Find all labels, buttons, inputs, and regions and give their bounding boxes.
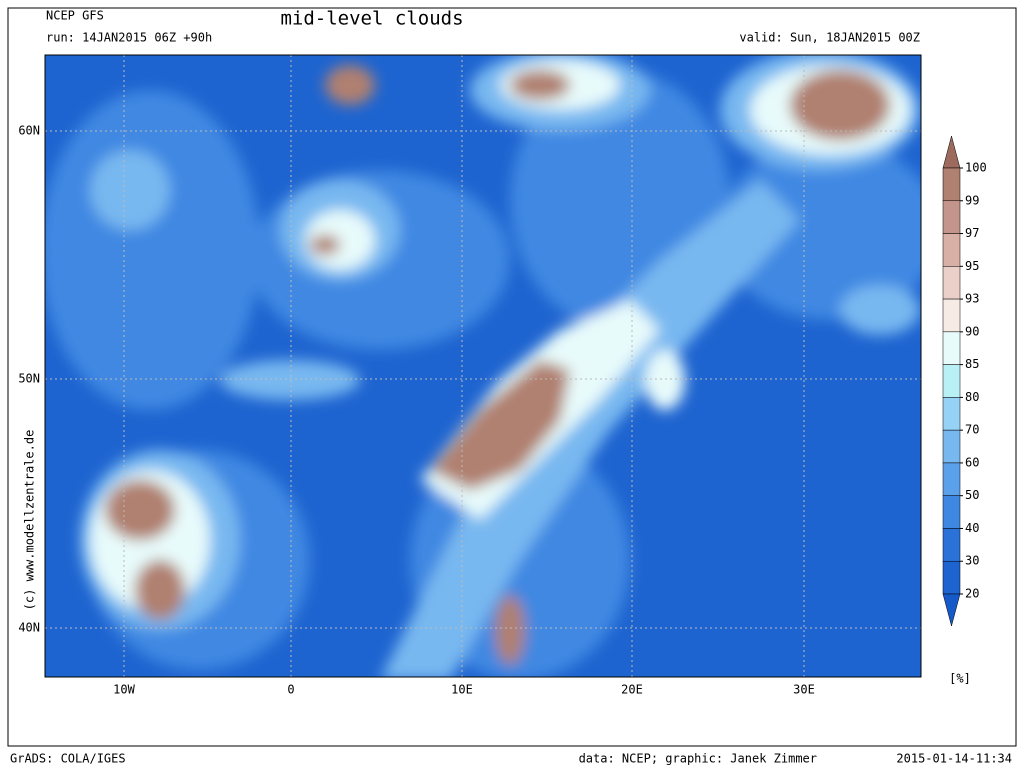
colorbar-label: 99 bbox=[965, 193, 979, 207]
colorbar-box bbox=[942, 397, 961, 431]
colorbar-label: 85 bbox=[965, 357, 979, 371]
lat-label: 60N bbox=[18, 124, 40, 138]
colorbar-cap-bottom bbox=[942, 593, 961, 627]
colorbar-box bbox=[942, 167, 961, 202]
map-field bbox=[45, 55, 921, 677]
lat-label: 40N bbox=[18, 621, 40, 635]
colorbar: 100 99 97 95 93 90 85 80 70 60 50 40 30 20 bbox=[942, 135, 987, 627]
lat-label: 50N bbox=[18, 372, 40, 386]
colorbar-box bbox=[942, 266, 961, 300]
lon-label: 30E bbox=[793, 683, 815, 697]
footer-right: 2015-01-14-11:34 bbox=[896, 752, 1012, 766]
lon-label: 20E bbox=[621, 683, 643, 697]
colorbar-label: 95 bbox=[965, 259, 979, 273]
colorbar-label: 30 bbox=[965, 554, 979, 568]
outer-frame bbox=[7, 7, 1017, 747]
run-label: run: 14JAN2015 06Z +90h bbox=[46, 31, 212, 45]
lon-label: 0 bbox=[287, 683, 294, 697]
lon-label: 10W bbox=[113, 683, 135, 697]
colorbar-box bbox=[942, 298, 961, 333]
colorbar-box bbox=[942, 364, 961, 398]
graticule bbox=[45, 55, 921, 677]
colorbar-label: 40 bbox=[965, 521, 979, 535]
colorbar-box bbox=[942, 200, 961, 234]
colorbar-box bbox=[942, 331, 961, 365]
footer-center: data: NCEP; graphic: Janek Zimmer bbox=[579, 752, 817, 766]
colorbar-label: 80 bbox=[965, 390, 979, 404]
colorbar-label: 60 bbox=[965, 455, 979, 469]
colorbar-cap-top bbox=[942, 135, 961, 169]
valid-label: valid: Sun, 18JAN2015 00Z bbox=[739, 31, 920, 45]
colorbar-label: 93 bbox=[965, 292, 979, 306]
colorbar-box bbox=[942, 495, 961, 529]
map-frame bbox=[44, 54, 922, 678]
credit: (c) www.modellzentrale.de bbox=[23, 430, 37, 611]
colorbar-box bbox=[942, 528, 961, 562]
colorbar-box bbox=[942, 560, 961, 595]
colorbar-unit: [%] bbox=[949, 672, 971, 686]
colorbar-label: 90 bbox=[965, 324, 979, 338]
colorbar-box bbox=[942, 462, 961, 496]
footer-left: GrADS: COLA/IGES bbox=[10, 752, 126, 766]
colorbar-label: 100 bbox=[965, 161, 987, 175]
cloud-field bbox=[45, 55, 921, 677]
colorbar-label: 70 bbox=[965, 423, 979, 437]
colorbar-label: 97 bbox=[965, 226, 979, 240]
colorbar-label: 50 bbox=[965, 488, 979, 502]
colorbar-box bbox=[942, 233, 961, 267]
map-title: mid-level clouds bbox=[280, 8, 463, 30]
model-label: NCEP GFS bbox=[46, 9, 104, 23]
lon-label: 10E bbox=[451, 683, 473, 697]
colorbar-label: 20 bbox=[965, 587, 979, 601]
colorbar-box bbox=[942, 429, 961, 464]
